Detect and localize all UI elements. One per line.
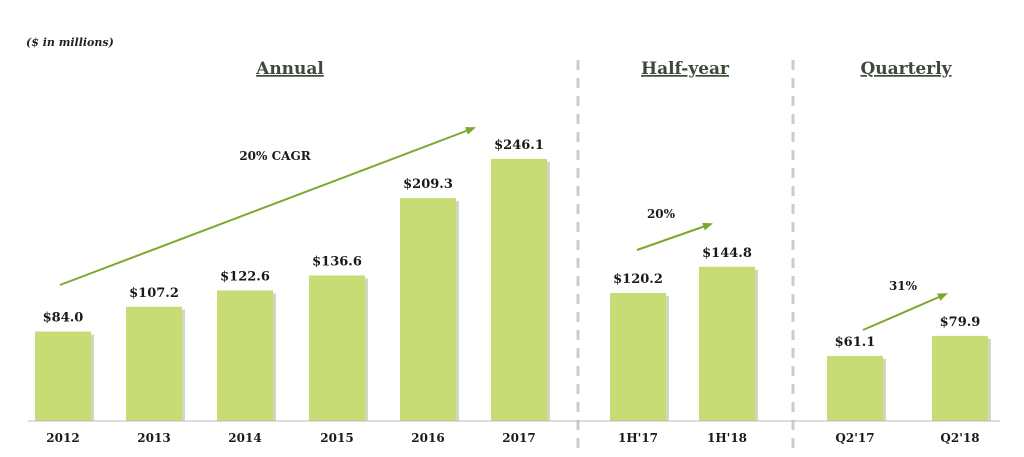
bar-2015 [309, 275, 365, 421]
tick-label-2017: 2017 [502, 431, 535, 445]
tick-label-q2-18: Q2'18 [940, 431, 979, 445]
value-label-1h-17: $120.2 [613, 272, 663, 287]
growth-arrow-halfyear [636, 222, 713, 251]
bar-q2-18 [932, 335, 988, 421]
bar-2012 [35, 331, 91, 421]
bar-2013 [126, 306, 182, 421]
panel-dividers [576, 60, 795, 452]
growth-arrow-quarterly [862, 293, 948, 331]
tick-label-q2-17: Q2'17 [835, 431, 874, 445]
value-label-q2-17: $61.1 [835, 335, 876, 350]
growth-label-quarterly: 31% [889, 279, 918, 293]
tick-label-1h-17: 1H'17 [618, 431, 658, 445]
bar-q2-17 [827, 355, 883, 421]
tick-label-2013: 2013 [137, 431, 170, 445]
bar-2016 [400, 198, 456, 421]
bar-2017 [491, 158, 547, 421]
value-label-1h-18: $144.8 [702, 246, 752, 261]
value-label-2017: $246.1 [494, 138, 544, 153]
panel-title-quarterly: Quarterly [860, 59, 952, 79]
value-label-2016: $209.3 [403, 177, 453, 192]
growth-label-halfyear: 20% [647, 207, 676, 221]
value-label-2015: $136.6 [312, 255, 362, 270]
tick-label-2015: 2015 [320, 431, 353, 445]
tick-label-2016: 2016 [411, 431, 444, 445]
tick-label-2012: 2012 [46, 431, 79, 445]
growth-arrow-annual [59, 127, 476, 286]
bar-1h-17 [610, 292, 666, 421]
value-label-2013: $107.2 [129, 286, 179, 301]
panel-quarterly: Quarterly 31% $61.1 Q2'17 $79.9 Q2'18 [827, 59, 991, 445]
value-label-q2-18: $79.9 [940, 315, 981, 330]
panel-halfyear: Half-year 20% $120.2 1H'17 $144.8 1H'18 [610, 59, 758, 445]
bar-1h-18 [699, 266, 755, 421]
tick-label-1h-18: 1H'18 [707, 431, 747, 445]
unit-note: ($ in millions) [26, 36, 114, 49]
value-label-2014: $122.6 [220, 269, 270, 284]
panel-title-annual: Annual [255, 59, 324, 79]
growth-label-annual: 20% CAGR [239, 149, 311, 163]
value-label-2012: $84.0 [43, 311, 84, 326]
panel-annual: Annual 20% CAGR $84.0 2012 $107.2 2013 $122.… [35, 59, 550, 445]
panel-title-halfyear: Half-year [641, 59, 730, 79]
bar-2014 [217, 290, 273, 421]
tick-label-2014: 2014 [228, 431, 261, 445]
